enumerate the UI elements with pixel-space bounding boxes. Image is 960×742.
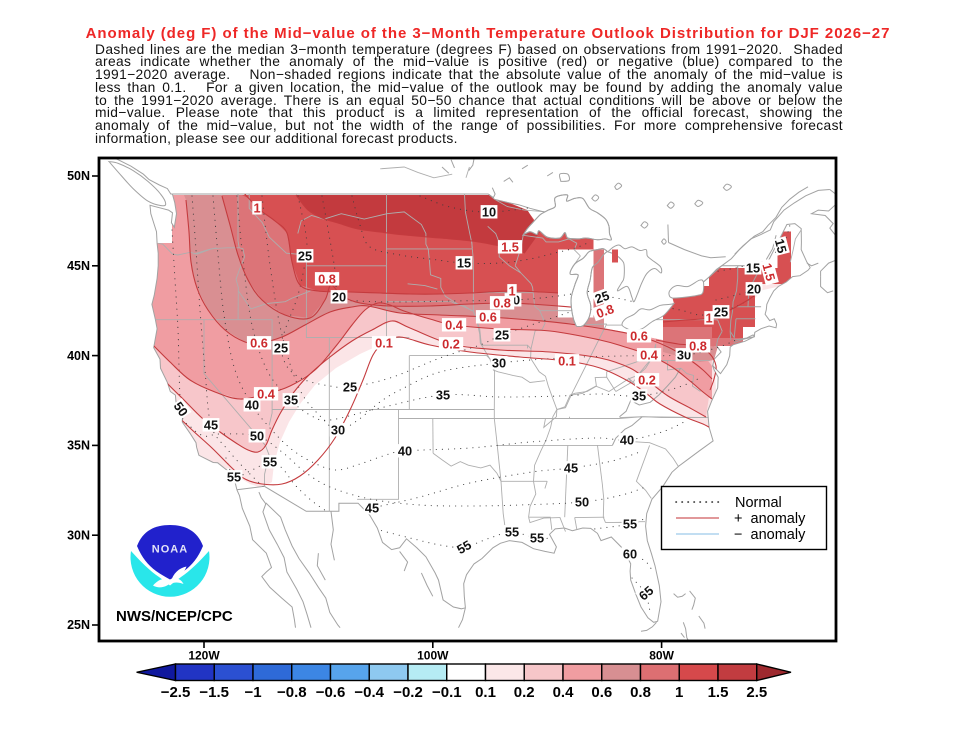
svg-text:0.4: 0.4 [257,387,276,402]
svg-text:15: 15 [772,237,790,255]
svg-text:0.2: 0.2 [638,373,656,388]
svg-text:0.8: 0.8 [689,339,707,354]
svg-text:35: 35 [436,388,450,403]
svg-text:45: 45 [204,418,218,433]
svg-text:40N: 40N [67,349,90,363]
svg-text:25: 25 [714,305,728,320]
svg-text:0.8: 0.8 [594,301,616,321]
svg-text:0.6: 0.6 [630,329,648,344]
svg-text:25: 25 [343,380,357,395]
svg-text:0.6: 0.6 [250,336,268,351]
svg-text:55: 55 [263,455,277,470]
svg-text:0.8: 0.8 [318,272,336,287]
svg-text:55: 55 [454,537,474,557]
svg-text:2.5: 2.5 [746,684,767,701]
svg-text:10: 10 [482,205,496,220]
svg-text:1: 1 [705,311,712,326]
svg-text:0.1: 0.1 [475,684,496,701]
svg-text:0.6: 0.6 [591,684,612,701]
svg-text:25N: 25N [67,618,90,632]
svg-text:35N: 35N [67,439,90,453]
svg-text:−1.5: −1.5 [199,684,229,701]
svg-text:0.8: 0.8 [630,684,651,701]
svg-text:40: 40 [398,444,412,459]
svg-text:45N: 45N [67,259,90,273]
svg-text:−0.6: −0.6 [316,684,346,701]
svg-text:60: 60 [623,547,637,562]
svg-text:NOAA: NOAA [152,544,188,556]
svg-text:55: 55 [623,517,637,532]
svg-text:1.5: 1.5 [708,684,729,701]
svg-text:0.6: 0.6 [479,310,497,325]
svg-text:25: 25 [593,288,612,307]
svg-text:0.2: 0.2 [442,337,460,352]
svg-text:50: 50 [575,495,589,510]
svg-text:−1: −1 [244,684,261,701]
svg-text:1: 1 [253,201,260,216]
svg-text:40: 40 [245,398,259,413]
svg-text:0.4: 0.4 [553,684,575,701]
svg-text:30N: 30N [67,528,90,542]
svg-text:45: 45 [365,501,379,516]
svg-text:0.8: 0.8 [493,296,511,311]
svg-text:35: 35 [632,389,646,404]
svg-text:25: 25 [495,328,509,343]
svg-text:55: 55 [227,470,241,485]
svg-text:−0.4: −0.4 [354,684,384,701]
svg-text:80W: 80W [649,649,674,663]
svg-text:25: 25 [298,249,312,264]
svg-text:45: 45 [564,461,578,476]
svg-text:65: 65 [636,583,657,604]
svg-text:1.5: 1.5 [759,261,778,282]
svg-text:−0.1: −0.1 [432,684,462,701]
svg-text:1: 1 [508,284,515,299]
svg-text:30: 30 [492,356,506,371]
svg-text:−2.5: −2.5 [161,684,191,701]
svg-text:− anomaly: − anomaly [734,527,806,543]
svg-text:25: 25 [274,341,288,356]
svg-text:55: 55 [505,525,519,540]
svg-text:100W: 100W [417,649,449,663]
svg-text:0.1: 0.1 [375,336,393,351]
svg-text:0.1: 0.1 [558,354,576,369]
svg-text:0.4: 0.4 [640,348,659,363]
svg-text:1: 1 [675,684,683,701]
svg-text:−0.2: −0.2 [393,684,423,701]
svg-text:55: 55 [530,531,544,546]
svg-text:50: 50 [250,429,264,444]
svg-text:0.4: 0.4 [445,318,464,333]
svg-text:15: 15 [746,261,760,276]
svg-text:40: 40 [620,433,634,448]
svg-text:30: 30 [331,423,345,438]
svg-text:120W: 120W [188,649,220,663]
svg-text:50N: 50N [67,169,90,183]
svg-text:+ anomaly: + anomaly [734,511,806,527]
svg-text:1.5: 1.5 [501,240,519,255]
svg-text:0.2: 0.2 [514,684,535,701]
svg-text:15: 15 [457,256,471,271]
svg-text:20: 20 [747,282,761,297]
svg-text:50: 50 [171,399,191,419]
svg-text:NWS/NCEP/CPC: NWS/NCEP/CPC [116,608,233,625]
svg-text:20: 20 [332,290,346,305]
svg-text:−0.8: −0.8 [277,684,307,701]
svg-text:Normal: Normal [735,495,782,511]
svg-text:35: 35 [284,393,298,408]
